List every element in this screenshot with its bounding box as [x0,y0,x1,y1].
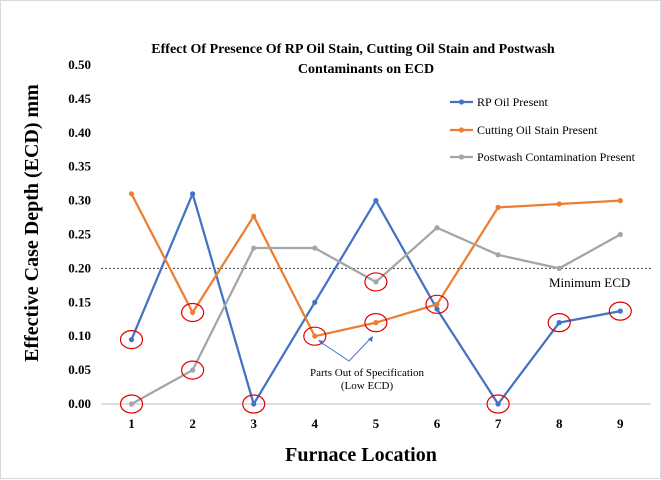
y-tick-label: 0.25 [68,227,91,242]
annotation: Parts Out of Specification (Low ECD) [310,336,424,392]
x-tick-label: 1 [128,416,135,431]
data-point [617,308,623,314]
x-axis-ticks: 1 2 3 4 5 6 7 8 9 [128,416,624,431]
data-point [251,401,257,407]
highlight-circles [119,272,632,414]
highlight-circle [364,272,388,292]
data-point [251,245,257,251]
y-axis-ticks: 0.00 0.05 0.10 0.15 0.20 0.25 0.30 0.35 0.40 0.45… [68,57,91,411]
chart-title-line1: Effect Of Presence Of RP Oil Stain, Cutt… [151,42,555,57]
x-axis-label: Furnace Location [285,444,437,466]
data-point [556,201,562,207]
data-point [312,299,318,305]
data-point [128,191,135,197]
data-point [373,198,379,204]
data-point [434,306,440,312]
minimum-ecd-label: Minimum ECD [549,275,630,290]
x-tick-label: 6 [434,416,441,431]
highlight-circle [181,360,205,380]
highlight-circle [303,326,327,346]
annotation-arrowhead-left [318,340,324,345]
data-point [190,367,196,373]
data-point [495,204,501,210]
y-tick-label: 0.20 [68,260,91,275]
legend-swatch-marker [458,99,465,105]
x-tick-label: 4 [312,416,319,431]
highlight-circle [486,394,510,414]
data-point [312,245,318,251]
highlight-circle [242,394,266,414]
highlight-circle [547,313,571,333]
y-tick-label: 0.30 [68,193,91,208]
y-tick-label: 0.05 [68,362,91,377]
annotation-text-line1: Parts Out of Specification [310,367,424,379]
highlight-circle [608,301,632,321]
y-tick-label: 0.35 [68,159,91,174]
y-tick-label: 0.40 [68,125,91,140]
data-point [617,231,623,238]
chart-title-line2: Contaminants on ECD [298,62,434,77]
data-point [434,301,440,307]
x-tick-label: 5 [373,416,380,431]
data-point [251,213,257,219]
annotation-arrow-right [348,336,373,362]
y-tick-label: 0.10 [68,328,91,343]
y-tick-label: 0.50 [68,57,91,72]
data-point [128,401,135,407]
series-lines [128,191,623,407]
x-tick-label: 8 [556,416,563,431]
data-point [190,191,196,197]
legend: RP Oil Present Cutting Oil Stain Present P… [450,95,636,164]
data-point [495,252,501,258]
highlight-circle [119,394,144,414]
highlight-circle [364,313,388,333]
x-tick-label: 3 [250,416,257,431]
data-point [373,320,379,326]
x-tick-label: 2 [189,416,196,431]
annotation-arrowhead-right [368,336,373,342]
y-axis-label: Effective Case Depth (ECD) mm [21,84,43,362]
data-point [495,401,501,407]
data-point [128,336,135,343]
data-point [556,320,562,326]
x-tick-label: 9 [617,416,624,431]
data-point [617,198,623,204]
y-tick-label: 0.45 [68,91,91,106]
legend-label: Cutting Oil Stain Present [477,123,598,137]
data-point [434,225,440,231]
legend-swatch-marker [458,127,465,133]
y-tick-label: 0.15 [68,294,91,309]
legend-label: RP Oil Present [477,95,549,109]
highlight-circle [425,294,449,314]
data-point [312,333,318,339]
highlight-circle [181,302,205,323]
data-point [190,309,196,316]
legend-swatch-marker [458,154,465,160]
x-tick-label: 7 [495,416,502,431]
annotation-text-line2: (Low ECD) [341,380,394,392]
y-tick-label: 0.00 [68,396,91,411]
legend-label: Postwash Contamination Present [477,150,636,164]
annotation-arrow-left [318,340,350,362]
data-point [556,265,562,271]
data-point [373,279,379,285]
highlight-circle [119,329,144,350]
